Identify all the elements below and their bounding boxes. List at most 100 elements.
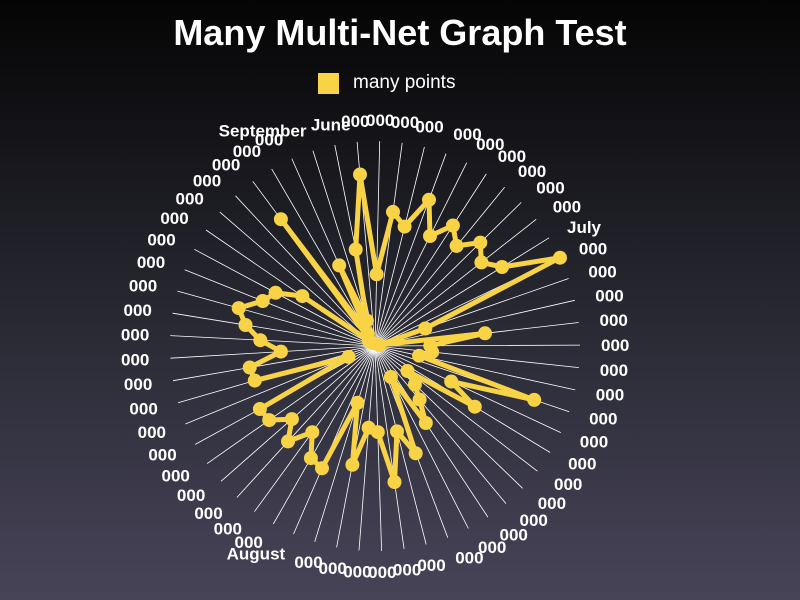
- data-point: [273, 212, 288, 227]
- spoke-label: 000: [580, 433, 608, 452]
- spoke-label: 000: [554, 475, 582, 494]
- spoke-label: 000: [553, 197, 581, 216]
- spoke-label: 000: [518, 162, 546, 181]
- spoke-label: 000: [476, 135, 504, 154]
- spoke-line: [219, 211, 376, 347]
- spoke-label: 000: [520, 511, 548, 530]
- spoke-label: 000: [129, 277, 157, 296]
- spoke-label: 000: [600, 311, 628, 330]
- data-point: [383, 370, 398, 384]
- spoke-line: [374, 186, 505, 347]
- data-point: [315, 461, 329, 476]
- spoke-label: 000: [366, 111, 394, 130]
- data-point: [305, 425, 320, 440]
- spoke-label: 000: [160, 209, 188, 228]
- spoke-label: September: [219, 122, 307, 141]
- spoke-label: 000: [193, 171, 221, 190]
- spoke-label: 000: [124, 375, 152, 394]
- data-point: [412, 392, 427, 407]
- spoke-label: 000: [601, 336, 629, 355]
- spoke-line: [374, 345, 427, 545]
- spoke-line: [374, 299, 575, 347]
- data-point: [418, 416, 433, 430]
- data-point: [467, 399, 482, 414]
- data-point: [255, 294, 270, 308]
- data-point: [369, 267, 384, 282]
- spoke-label: 000: [368, 563, 396, 582]
- spoke-line: [172, 312, 376, 347]
- spoke-label: 000: [255, 131, 283, 150]
- spoke-line: [374, 345, 405, 549]
- spoke-label: 000: [500, 526, 528, 545]
- data-point: [284, 412, 299, 427]
- spoke-label: 000: [124, 301, 152, 320]
- spoke-label: 000: [177, 486, 205, 505]
- spoke-line: [374, 345, 576, 391]
- data-point: [425, 345, 440, 360]
- spoke-label: 000: [137, 253, 165, 272]
- spoke-label: 000: [478, 538, 506, 557]
- spoke-line: [374, 218, 537, 347]
- data-point: [474, 255, 489, 270]
- spoke-line: [177, 290, 376, 347]
- spoke-label: 000: [148, 446, 176, 465]
- spoke-label: 000: [417, 556, 445, 575]
- legend: many points: [318, 72, 455, 94]
- data-point: [231, 301, 246, 316]
- spoke-label: 000: [147, 230, 175, 249]
- spoke-label: 000: [343, 562, 371, 581]
- spoke-label: 000: [455, 548, 483, 567]
- spoke-label: 000: [138, 423, 166, 442]
- data-point: [345, 457, 360, 472]
- data-point: [445, 218, 460, 233]
- spoke-line: [194, 248, 376, 347]
- data-point: [268, 285, 283, 300]
- spoke-line: [374, 344, 581, 347]
- spoke-label: 000: [212, 156, 240, 175]
- data-point: [478, 326, 492, 341]
- spoke-label: 000: [453, 125, 481, 144]
- spoke-label: 000: [415, 118, 443, 137]
- spoke-label: 000: [568, 455, 596, 474]
- data-point: [350, 395, 365, 410]
- data-point: [359, 313, 374, 328]
- spoke-label: 000: [579, 240, 607, 259]
- spoke-label: 000: [121, 351, 149, 370]
- data-point: [262, 413, 277, 428]
- spoke-label: 000: [176, 189, 204, 208]
- spoke-line: [235, 195, 376, 347]
- spoke-line: [314, 345, 376, 543]
- spoke-label: 000: [393, 561, 421, 580]
- spoke-label: 000: [214, 520, 242, 539]
- data-point: [252, 402, 267, 416]
- data-point: [418, 321, 433, 336]
- spoke-label: 000: [596, 385, 624, 404]
- legend-swatch: [318, 72, 339, 94]
- spoke-label: 000: [538, 494, 566, 513]
- data-point: [449, 238, 464, 253]
- spoke-line: [374, 141, 381, 347]
- data-point: [360, 326, 375, 341]
- spoke-label: 000: [194, 504, 222, 523]
- data-point: [238, 318, 253, 332]
- data-point: [332, 258, 347, 273]
- spoke-line: [374, 345, 561, 433]
- spoke-line: [374, 162, 468, 347]
- spoke-line: [206, 345, 376, 464]
- legend-label: many points: [353, 72, 456, 93]
- spoke-line: [374, 345, 579, 368]
- data-point: [303, 451, 318, 466]
- spoke-line: [374, 146, 425, 347]
- series-layer: [231, 167, 567, 489]
- spoke-line: [184, 269, 376, 347]
- spoke-label: August: [227, 544, 286, 563]
- spoke-label: June: [311, 115, 351, 134]
- data-point: [473, 235, 488, 250]
- spoke-line: [358, 345, 376, 551]
- spoke-line: [170, 345, 376, 359]
- data-point: [281, 434, 295, 449]
- spoke-label: July: [567, 218, 602, 237]
- spoke-label: 000: [595, 287, 623, 306]
- data-point: [348, 242, 363, 257]
